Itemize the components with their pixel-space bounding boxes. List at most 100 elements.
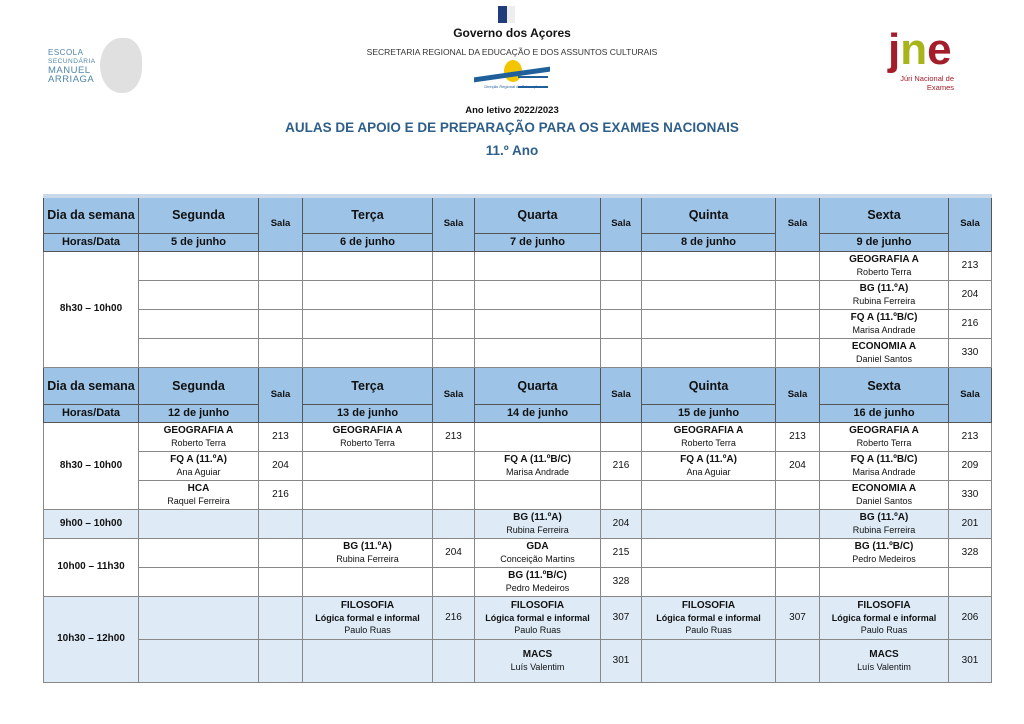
date-header: 9 de junho [819,232,949,252]
room-header: Sala [258,366,303,423]
room-number: 213 [775,421,820,452]
room-number: 216 [600,450,642,481]
class-cell: GEOGRAFIA A Roberto Terra [641,421,776,452]
teacher: Rubina Ferreira [336,553,399,564]
teacher: Ana Aguiar [176,466,221,477]
class-cell [641,308,776,339]
teacher: Marisa Andrade [852,324,916,335]
subject: ECONOMIA A [851,482,917,494]
room-number: 213 [948,250,992,281]
room-number [432,279,475,310]
subject: GEOGRAFIA A [673,424,744,436]
room-number [258,595,303,640]
room-number [600,337,642,368]
room-number [775,308,820,339]
class-cell: BG (11.ºA) Rubina Ferreira [474,508,601,539]
class-cell [302,308,433,339]
teacher: Paulo Ruas [685,624,732,635]
topic: Lógica formal e informal [831,612,937,623]
hours-date-header: Horas/Data [43,403,139,423]
class-cell [302,566,433,597]
subject: FQ A (11.ºA) [680,453,737,465]
room-number: 307 [775,595,820,640]
teacher: Ana Aguiar [686,466,731,477]
room-number [258,537,303,568]
subject: MACS [522,648,553,660]
class-cell: FQ A (11.ºB/C) Marisa Andrade [474,450,601,481]
class-cell [474,308,601,339]
class-cell: HCA Raquel Ferreira [138,479,259,510]
day-header: Quarta [474,366,601,405]
room-number: 216 [948,308,992,339]
topic: Lógica formal e informal [656,612,761,623]
class-cell: BG (11.ºA) Rubina Ferreira [819,508,949,539]
date-header: 6 de junho [302,232,433,252]
day-header: Terça [302,195,433,234]
room-number [432,337,475,368]
teacher: Rubina Ferreira [506,524,569,535]
subject: HCA [187,482,210,494]
room-number: 328 [600,566,642,597]
room-number: 206 [948,595,992,640]
teacher: Raquel Ferreira [167,495,230,506]
room-number: 307 [600,595,642,640]
date-header: 14 de junho [474,403,601,423]
secretaria-name: SECRETARIA REGIONAL DA EDUCAÇÃO E DOS AS… [366,47,658,57]
room-number: 209 [948,450,992,481]
class-cell [138,595,259,640]
day-of-week-header: Dia da semana [43,366,139,405]
class-cell: BG (11.ºA) Rubina Ferreira [302,537,433,568]
room-number: 330 [948,479,992,510]
room-number: 301 [600,638,642,683]
class-cell [641,638,776,683]
subject: BG (11.ºA) [859,511,909,523]
room-number [432,479,475,510]
class-cell [641,279,776,310]
class-cell: ECONOMIA A Daniel Santos [819,479,949,510]
subject: FQ A (11.ºB/C) [504,453,571,465]
class-cell: FILOSOFIA Lógica formal e informal Paulo R… [474,595,601,640]
date-header: 13 de junho [302,403,433,423]
page-title: AULAS DE APOIO E DE PREPARAÇÃO PARA OS E… [285,120,739,135]
date-header: 7 de junho [474,232,601,252]
subject: FILOSOFIA [681,599,736,611]
day-header: Quarta [474,195,601,234]
subject: GDA [526,540,549,552]
subject: GEOGRAFIA A [849,424,919,436]
teacher: Daniel Santos [855,495,913,506]
room-number: 204 [775,450,820,481]
class-cell [641,508,776,539]
room-header: Sala [258,195,303,252]
room-number [600,250,642,281]
class-cell: GDA Conceição Martins [474,537,601,568]
subject: BG (11.ºB/C) [854,540,914,552]
room-header: Sala [432,366,475,423]
room-header: Sala [948,195,992,252]
subject: ECONOMIA A [851,340,917,352]
class-cell: FILOSOFIA Lógica formal e informal Paulo R… [302,595,433,640]
room-header: Sala [432,195,475,252]
teacher: Paulo Ruas [344,624,391,635]
room-number: 204 [948,279,992,310]
room-number [775,337,820,368]
room-header: Sala [775,195,820,252]
room-number [432,308,475,339]
room-number: 215 [600,537,642,568]
day-header: Quinta [641,195,776,234]
room-number [432,250,475,281]
room-number: 204 [432,537,475,568]
room-number: 213 [258,421,303,452]
class-cell: FILOSOFIA Lógica formal e informal Paulo R… [641,595,776,640]
class-cell: GEOGRAFIA A Roberto Terra [819,250,949,281]
room-number: 330 [948,337,992,368]
room-number: 213 [948,421,992,452]
room-number [600,421,642,452]
subject: BG (11.ºB/C) [508,569,567,581]
subject: FQ A (11.ºA) [170,453,227,465]
class-cell: GEOGRAFIA A Roberto Terra [138,421,259,452]
subject: FQ A (11.ºB/C) [850,311,918,323]
time-slot: 8h30 – 10h00 [43,421,139,510]
class-cell [302,337,433,368]
room-number: 216 [432,595,475,640]
time-slot: 9h00 – 10h00 [43,508,139,539]
